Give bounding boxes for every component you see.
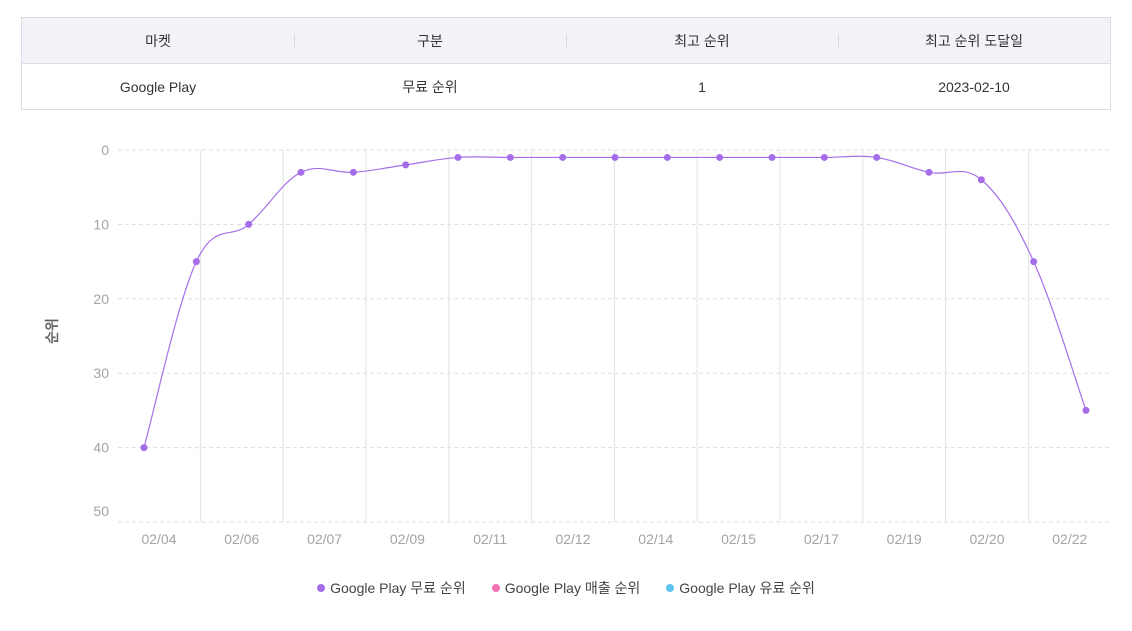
x-tick-label: 02/12 bbox=[555, 531, 590, 547]
legend-dot bbox=[491, 584, 500, 592]
y-tick-label: 30 bbox=[93, 365, 109, 381]
legend-label: Google Play 무료 순위 bbox=[330, 580, 466, 596]
y-tick-label: 0 bbox=[101, 142, 109, 158]
x-tick-label: 02/17 bbox=[804, 531, 839, 547]
y-tick-label: 40 bbox=[93, 440, 109, 456]
data-point bbox=[506, 153, 514, 161]
x-tick-label: 02/06 bbox=[224, 531, 259, 547]
data-point bbox=[349, 168, 357, 176]
table-row: Google Play 무료 순위 1 2023-02-10 bbox=[22, 64, 1110, 109]
table-header: 마켓 구분 최고 순위 최고 순위 도달일 bbox=[22, 18, 1110, 64]
x-tick-label: 02/07 bbox=[307, 531, 342, 547]
x-tick-label: 02/15 bbox=[721, 531, 756, 547]
y-tick-label: 10 bbox=[93, 216, 109, 232]
legend-dot bbox=[317, 584, 326, 592]
data-point bbox=[716, 153, 724, 161]
legend-label: Google Play 매출 순위 bbox=[504, 580, 641, 596]
legend-item[interactable]: Google Play 유료 순위 bbox=[666, 578, 815, 598]
legend-item[interactable]: Google Play 매출 순위 bbox=[491, 578, 641, 598]
data-point bbox=[454, 153, 462, 161]
y-tick-label: 20 bbox=[93, 291, 109, 307]
cell-best-rank-date: 2023-02-10 bbox=[938, 78, 1010, 95]
cell-best-rank: 1 bbox=[698, 78, 706, 95]
x-tick-label: 02/19 bbox=[887, 531, 922, 547]
x-tick-label: 02/09 bbox=[390, 531, 425, 547]
summary-table: 마켓 구분 최고 순위 최고 순위 도달일 Google Play 무료 순위 … bbox=[21, 17, 1111, 110]
data-point bbox=[663, 153, 671, 161]
rank-line-chart: 0 10 20 30 40 50 02/04 02/06 02/07 02/09 02/11 02/1… bbox=[44, 142, 1111, 547]
x-tick-label: 02/04 bbox=[141, 531, 176, 547]
data-point bbox=[1030, 258, 1038, 266]
header-market: 마켓 bbox=[145, 32, 171, 49]
data-point bbox=[873, 153, 881, 161]
legend-item[interactable]: Google Play 무료 순위 bbox=[317, 578, 466, 598]
data-point bbox=[402, 161, 410, 169]
data-point bbox=[977, 176, 985, 184]
header-best-rank: 최고 순위 bbox=[566, 31, 838, 51]
series-line bbox=[143, 155, 1087, 448]
cell-market: Google Play bbox=[119, 78, 197, 95]
chart-legend: Google Play 무료 순위 Google Play 매출 순위 Google… bbox=[0, 578, 1132, 598]
data-point bbox=[192, 258, 200, 266]
x-tick-label: 02/22 bbox=[1052, 531, 1087, 547]
header-best-rank-date: 최고 순위 도달일 bbox=[838, 31, 1110, 51]
x-tick-label: 02/14 bbox=[638, 531, 673, 547]
x-tick-label: 02/11 bbox=[473, 531, 507, 547]
x-tick-label: 02/20 bbox=[969, 531, 1004, 547]
data-point bbox=[245, 220, 253, 228]
cell-category: 무료 순위 bbox=[402, 78, 458, 95]
data-point bbox=[611, 153, 619, 161]
data-point bbox=[140, 444, 148, 452]
y-axis-label: 순위 bbox=[44, 318, 60, 344]
data-point bbox=[820, 153, 828, 161]
legend-label: Google Play 유료 순위 bbox=[679, 580, 815, 596]
data-point bbox=[925, 168, 933, 176]
legend-dot bbox=[666, 584, 675, 592]
data-point bbox=[559, 153, 567, 161]
y-tick-label: 50 bbox=[93, 503, 109, 519]
header-category: 구분 bbox=[294, 31, 566, 51]
data-point bbox=[768, 153, 776, 161]
data-point bbox=[297, 168, 305, 176]
data-point bbox=[1082, 406, 1090, 414]
